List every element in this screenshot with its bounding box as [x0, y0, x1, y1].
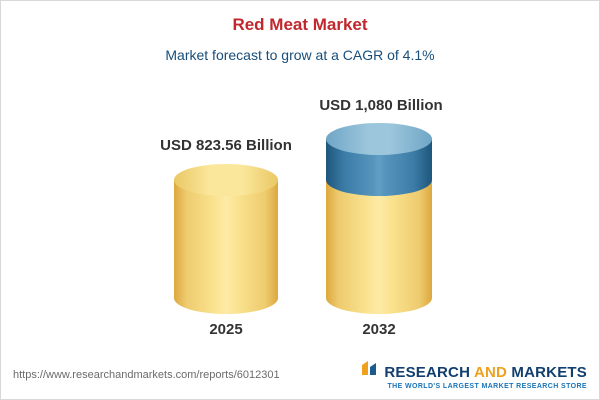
logo-tagline: THE WORLD'S LARGEST MARKET RESEARCH STOR… [387, 383, 587, 390]
cylinder-2032-growth [326, 123, 432, 196]
cylinder-2025-body [174, 180, 278, 298]
logo-word-markets: MARKETS [511, 364, 587, 381]
logo-wordmark: RESEARCH AND MARKETS [384, 365, 587, 380]
logo-word-and: AND [473, 364, 508, 381]
cylinder-2025 [174, 164, 278, 314]
chart-subtitle: Market forecast to grow at a CAGR of 4.1… [165, 47, 435, 63]
report-url-link[interactable]: https://www.researchandmarkets.com/repor… [13, 369, 280, 381]
category-label-2025: 2025 [209, 321, 243, 338]
category-label-2032: 2032 [362, 321, 396, 338]
logo-word-research: RESEARCH [384, 364, 471, 381]
cylinder-2032-growth-bottom [326, 164, 432, 196]
value-label-2025: USD 823.56 Billion [160, 137, 292, 154]
value-label-2032: USD 1,080 Billion [319, 97, 443, 114]
chart-title: Red Meat Market [232, 15, 368, 34]
cylinder-2032-base-body [326, 180, 432, 298]
cylinder-2032-growth-top [326, 123, 432, 155]
logo-icon [360, 359, 380, 380]
company-logo: RESEARCH AND MARKETS THE WORLD'S LARGEST… [360, 359, 587, 390]
cylinder-2025-top [174, 164, 278, 196]
